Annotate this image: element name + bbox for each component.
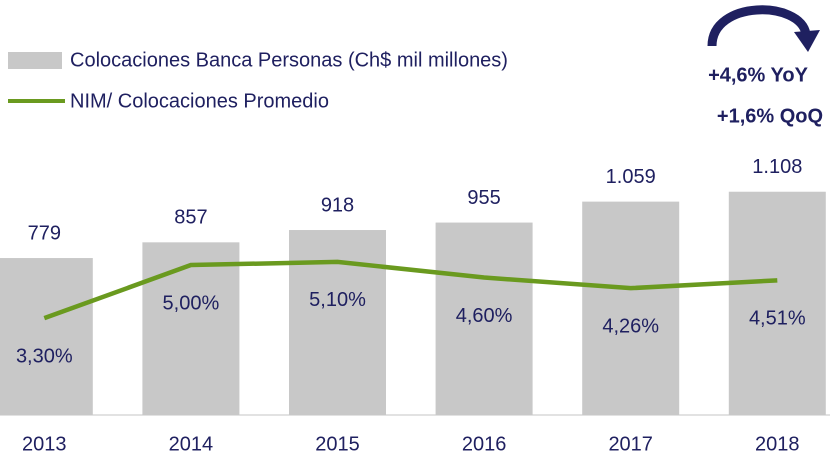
bar-value-label: 1.108 — [752, 156, 802, 178]
bar — [582, 201, 680, 415]
legend-swatch-bar — [8, 52, 62, 69]
annotation: +4,6% YoY — [708, 64, 809, 86]
bar — [289, 230, 386, 415]
line-value-label: 4,51% — [749, 308, 806, 330]
bar-value-label: 857 — [174, 207, 207, 229]
bar-value-label: 955 — [467, 187, 500, 209]
x-tick-label: 2017 — [608, 433, 653, 455]
bar-value-label: 918 — [321, 194, 354, 216]
x-tick-label: 2013 — [22, 433, 67, 455]
line — [43, 259, 778, 321]
bar-value-label: 779 — [28, 222, 61, 244]
line-value-label: 5,00% — [163, 292, 220, 314]
line-value-label: 4,60% — [456, 305, 513, 327]
line-value-label: 4,26% — [602, 315, 659, 337]
trend-arrow-head — [794, 30, 820, 52]
line-value-label: 3,30% — [16, 345, 73, 367]
bar — [0, 258, 93, 415]
x-tick-label: 2016 — [462, 433, 507, 455]
line-value-label: 5,10% — [309, 289, 366, 311]
bar — [728, 191, 826, 415]
x-tick-label: 2014 — [169, 433, 214, 455]
legend-label: Colocaciones Banca Personas (Ch$ mil mil… — [70, 49, 508, 71]
bar — [142, 242, 240, 415]
x-tick-label: 2018 — [755, 433, 800, 455]
trend-arrow — [707, 5, 811, 47]
legend-label: NIM/ Colocaciones Promedio — [70, 90, 329, 112]
bar — [435, 222, 533, 415]
x-tick-label: 2015 — [315, 433, 360, 455]
bar-value-label: 1.059 — [606, 166, 656, 188]
annotation: +1,6% QoQ — [717, 105, 823, 127]
